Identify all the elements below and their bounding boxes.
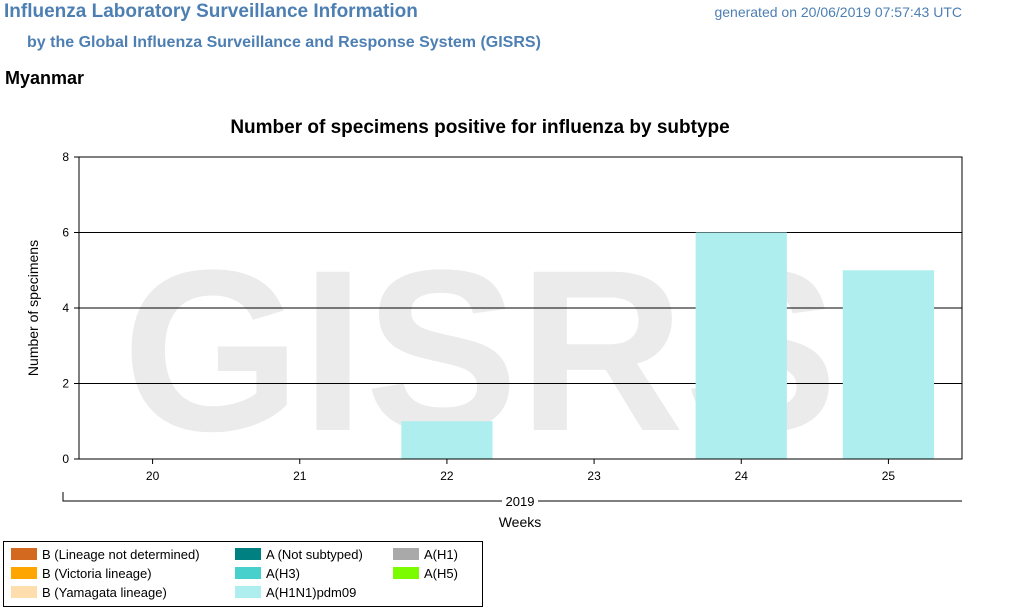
x-tick-label: 24 [735,469,749,483]
legend-swatch [11,567,37,579]
y-tick-label: 0 [62,452,69,466]
legend-item: A(H5) [393,566,458,582]
chart-title: Number of specimens positive for influen… [230,117,729,138]
legend-swatch [11,548,37,560]
bar [695,232,787,459]
legend-swatch [11,586,37,598]
y-tick-label: 2 [62,377,69,391]
chart-legend: B (Lineage not determined) B (Victoria li… [3,541,483,607]
y-tick-label: 4 [62,301,69,315]
legend-item: A(H1N1)pdm09 [235,585,356,601]
x-axis-label: Weeks [499,514,542,530]
legend-label: A(H5) [424,566,458,581]
country-name: Myanmar [5,68,85,88]
legend-label: A(H1N1)pdm09 [266,585,357,600]
legend-swatch [393,567,419,579]
legend-swatch [393,548,419,560]
legend-label: B (Yamagata lineage) [42,585,167,600]
legend-item: B (Lineage not determined) [11,547,200,563]
legend-label: A (Not subtyped) [266,547,363,562]
year-label: 2019 [506,494,535,509]
bar [842,270,935,459]
influenza-subtype-chart: GISRS Number of specimens positive for i… [25,117,963,530]
legend-swatch [235,548,261,560]
bar [401,421,493,459]
generated-timestamp: generated on 20/06/2019 07:57:43 UTC [714,4,962,20]
legend-label: B (Lineage not determined) [42,547,200,562]
x-tick-label: 22 [440,469,454,483]
page-title: Influenza Laboratory Surveillance Inform… [4,1,418,22]
y-tick-label: 8 [62,150,69,164]
legend-item: A(H1) [393,547,458,563]
legend-label: A(H3) [266,566,300,581]
legend-item: A (Not subtyped) [235,547,363,563]
y-tick-label: 6 [62,226,69,240]
legend-item: B (Yamagata lineage) [11,585,167,601]
x-tick-label: 23 [587,469,601,483]
legend-label: A(H1) [424,547,458,562]
legend-item: B (Victoria lineage) [11,566,152,582]
legend-label: B (Victoria lineage) [42,566,152,581]
legend-swatch [235,567,261,579]
legend-item: A(H3) [235,566,300,582]
year-bracket [62,492,962,502]
x-tick-label: 20 [146,469,160,483]
legend-swatch [235,586,261,598]
y-axis-label: Number of specimens [25,240,41,376]
x-tick-label: 21 [293,469,307,483]
x-tick-label: 25 [882,469,896,483]
page-subtitle: by the Global Influenza Surveillance and… [27,34,541,51]
